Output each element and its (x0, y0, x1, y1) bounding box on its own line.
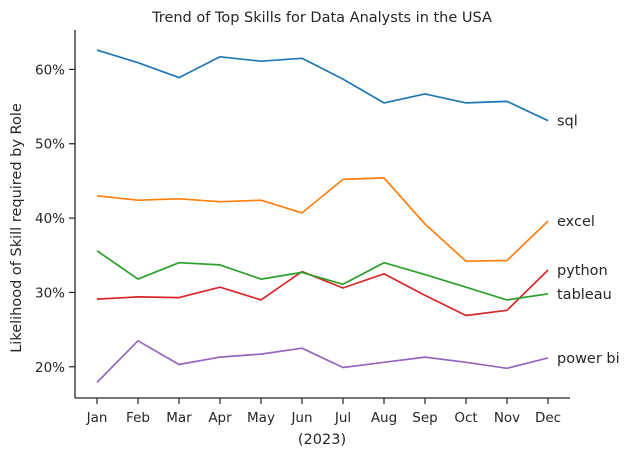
axes (74, 30, 570, 399)
y-tick-label: 40% (35, 211, 65, 227)
chart-title: Trend of Top Skills for Data Analysts in… (151, 10, 492, 26)
series-label-python: python (557, 263, 608, 279)
x-tick-label: Feb (126, 410, 150, 426)
x-tick-label: Sep (412, 410, 437, 426)
series-labels: sql excel python tableau power bi (557, 114, 620, 367)
x-tick-label: Oct (454, 410, 477, 426)
x-tick-label: Dec (535, 410, 561, 426)
series-line-excel (96, 177, 549, 263)
y-tick-label: 60% (35, 62, 65, 78)
series-line-tableau (96, 250, 549, 301)
series-line-power-bi (96, 339, 549, 383)
y-axis-label: Likelihood of Skill required by Role (9, 103, 25, 353)
x-tick-label: Apr (208, 410, 232, 426)
x-tick-label: Jun (290, 410, 312, 426)
series-lines (96, 49, 549, 383)
y-tick-label: 50% (35, 137, 65, 153)
series-label-sql: sql (557, 114, 578, 130)
series-line-sql (96, 49, 549, 122)
x-tick-label: Jan (86, 410, 108, 426)
ticks: 20% 30% 40% 50% 60% Jan Feb Mar Apr May Jun Jul Aug S… (35, 62, 561, 426)
x-tick-label: Jul (334, 410, 351, 426)
y-tick-label: 30% (35, 285, 65, 301)
series-label-tableau: tableau (557, 287, 612, 303)
series-label-excel: excel (557, 214, 595, 230)
series-line-python (96, 269, 549, 317)
x-tick-label: Mar (166, 410, 192, 426)
x-axis-label: (2023) (298, 432, 346, 448)
x-tick-label: Nov (494, 410, 520, 426)
x-tick-label: Aug (371, 410, 397, 426)
y-tick-label: 20% (35, 360, 65, 376)
series-label-power-bi: power bi (557, 351, 620, 367)
x-tick-label: May (247, 410, 275, 426)
